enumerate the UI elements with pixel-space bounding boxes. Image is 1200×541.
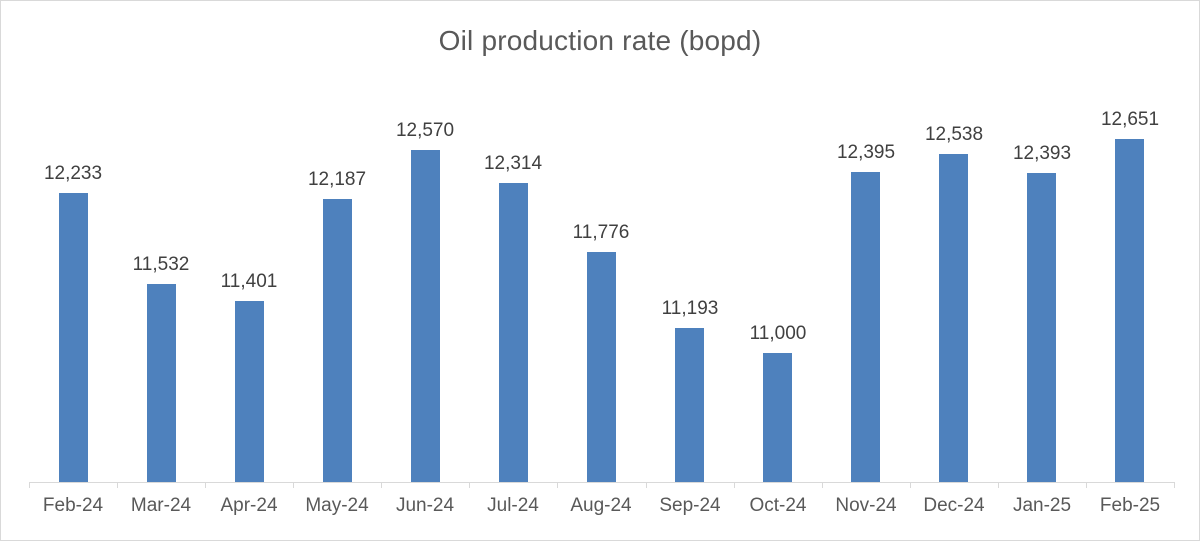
bar-Aug-24	[587, 252, 616, 482]
x-axis-category-label: Sep-24	[659, 495, 721, 516]
x-axis-tick	[469, 482, 470, 488]
x-axis-category-label: May-24	[305, 495, 369, 516]
x-axis-tick	[117, 482, 118, 488]
bar-Mar-24	[147, 284, 176, 482]
x-axis-tick	[29, 482, 30, 488]
x-axis-tick	[205, 482, 206, 488]
plot-area: 12,233 Feb-24 11,532 Mar-24 11,401 Apr-24 12,1…	[29, 94, 1175, 516]
bar-value-label: 11,401	[220, 271, 278, 292]
x-axis-tick	[293, 482, 294, 488]
chart-title: Oil production rate (bopd)	[438, 25, 762, 56]
bar-Feb-24	[59, 193, 88, 482]
bar-value-label: 12,395	[836, 142, 896, 163]
bar-value-label: 12,233	[43, 163, 103, 184]
bar-Jun-24	[411, 150, 440, 482]
bar-Nov-24	[851, 172, 880, 482]
bar-value-label: 12,651	[1100, 109, 1160, 130]
x-axis-category-label: Feb-25	[1099, 495, 1161, 516]
x-axis-category-label: Jun-24	[395, 495, 455, 516]
x-axis-tick	[910, 482, 911, 488]
bar-Feb-25	[1115, 139, 1144, 482]
bar-Sep-24	[675, 328, 704, 482]
x-axis-tick	[557, 482, 558, 488]
bar-value-label: 11,000	[749, 323, 807, 344]
x-axis-category-label: Jan-25	[1012, 495, 1072, 516]
bar-value-label: 11,776	[572, 222, 630, 243]
bar-value-label: 12,314	[483, 153, 543, 174]
x-axis-tick	[734, 482, 735, 488]
bar-Jul-24	[499, 183, 528, 482]
x-axis-category-label: Dec-24	[923, 495, 985, 516]
x-axis-tick	[1174, 482, 1175, 488]
x-axis-category-label: Feb-24	[42, 495, 104, 516]
x-axis-tick	[998, 482, 999, 488]
bar-Dec-24	[939, 154, 968, 482]
x-axis-line	[29, 482, 1174, 483]
bar-value-label: 12,570	[395, 120, 455, 141]
bar-value-label: 12,393	[1012, 143, 1072, 164]
bar-Apr-24	[235, 301, 264, 482]
x-axis-category-label: Jul-24	[487, 495, 539, 516]
x-axis-category-label: Apr-24	[220, 495, 278, 516]
bar-Oct-24	[763, 353, 792, 482]
bar-value-label: 11,193	[661, 298, 719, 319]
x-axis-category-label: Oct-24	[749, 495, 807, 516]
x-axis-category-label: Aug-24	[570, 495, 632, 516]
x-axis-tick	[646, 482, 647, 488]
bar-value-label: 12,538	[924, 124, 984, 145]
bar-value-label: 12,187	[307, 169, 367, 190]
x-axis-tick	[381, 482, 382, 488]
bar-Jan-25	[1027, 173, 1056, 482]
x-axis-tick	[822, 482, 823, 488]
bar-value-label: 11,532	[132, 254, 190, 275]
x-axis-tick	[1086, 482, 1087, 488]
x-axis-category-label: Nov-24	[835, 495, 897, 516]
bar-May-24	[323, 199, 352, 482]
x-axis-category-label: Mar-24	[130, 495, 192, 516]
